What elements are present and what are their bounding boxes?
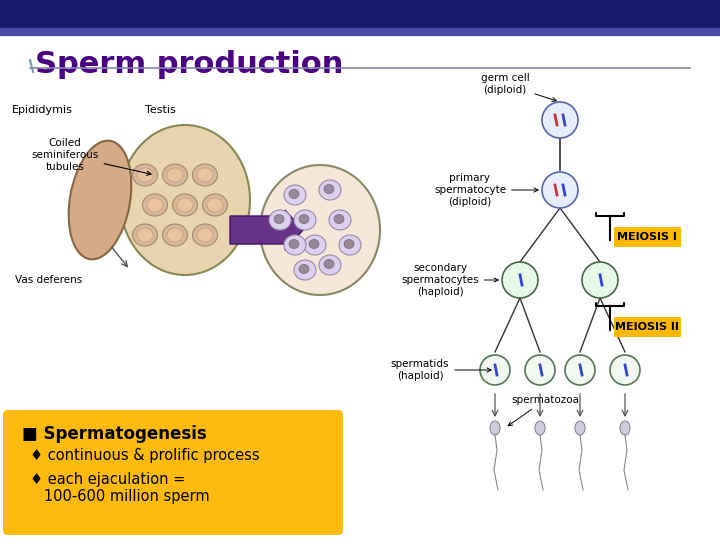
Circle shape [542,102,578,138]
Circle shape [542,172,578,208]
Ellipse shape [197,228,213,242]
Ellipse shape [68,141,131,259]
Ellipse shape [289,240,299,248]
Text: secondary
spermatocytes
(haploid): secondary spermatocytes (haploid) [401,264,498,296]
Ellipse shape [309,240,319,248]
Text: Vas deferens: Vas deferens [15,275,82,285]
Ellipse shape [294,260,316,280]
FancyBboxPatch shape [614,227,681,247]
Ellipse shape [202,194,228,216]
Ellipse shape [575,421,585,435]
Ellipse shape [490,421,500,435]
Ellipse shape [274,214,284,224]
Ellipse shape [120,125,250,275]
Ellipse shape [535,421,545,435]
Ellipse shape [137,168,153,182]
Ellipse shape [339,235,361,255]
Text: germ cell
(diploid): germ cell (diploid) [481,73,557,102]
Ellipse shape [163,164,187,186]
FancyArrow shape [230,210,303,250]
Ellipse shape [173,194,197,216]
Text: Sperm production: Sperm production [35,50,343,79]
Ellipse shape [192,224,217,246]
Ellipse shape [132,164,158,186]
Circle shape [502,262,538,298]
Circle shape [480,355,510,385]
Ellipse shape [324,185,334,193]
Circle shape [610,355,640,385]
Ellipse shape [329,210,351,230]
Text: MEIOSIS I: MEIOSIS I [617,232,677,242]
Ellipse shape [137,228,153,242]
Ellipse shape [269,210,291,230]
Ellipse shape [284,235,306,255]
Ellipse shape [324,260,334,268]
Bar [0,0,720,30]
Ellipse shape [143,194,168,216]
Ellipse shape [299,265,309,273]
Ellipse shape [167,228,183,242]
Ellipse shape [192,164,217,186]
Text: ■ Spermatogenesis: ■ Spermatogenesis [22,425,207,443]
Ellipse shape [132,224,158,246]
Text: Coiled
seminiferous
tubules: Coiled seminiferous tubules [31,138,151,176]
FancyBboxPatch shape [3,410,343,535]
Text: spermatozoa: spermatozoa [508,395,579,426]
Ellipse shape [147,198,163,212]
Ellipse shape [620,421,630,435]
Ellipse shape [260,165,380,295]
Ellipse shape [294,210,316,230]
Text: Testis: Testis [145,105,176,115]
Circle shape [582,262,618,298]
Ellipse shape [177,198,193,212]
Ellipse shape [319,180,341,200]
Ellipse shape [334,214,344,224]
Ellipse shape [197,168,213,182]
Text: primary
spermatocyte
(diploid): primary spermatocyte (diploid) [434,173,538,207]
Ellipse shape [163,224,187,246]
Ellipse shape [289,190,299,199]
Circle shape [565,355,595,385]
Ellipse shape [167,168,183,182]
Ellipse shape [207,198,223,212]
Text: Epididymis: Epididymis [12,105,73,115]
FancyBboxPatch shape [614,317,681,337]
Text: ♦ each ejaculation =
   100-600 million sperm: ♦ each ejaculation = 100-600 million spe… [30,472,210,504]
Circle shape [525,355,555,385]
Ellipse shape [299,214,309,224]
Ellipse shape [319,255,341,275]
Text: ♦ continuous & prolific process: ♦ continuous & prolific process [30,448,260,463]
Ellipse shape [304,235,326,255]
Bar [0,28,720,35]
Ellipse shape [344,240,354,248]
Ellipse shape [284,185,306,205]
Text: MEIOSIS II: MEIOSIS II [615,322,679,332]
Text: spermatids
(haploid): spermatids (haploid) [391,359,491,381]
